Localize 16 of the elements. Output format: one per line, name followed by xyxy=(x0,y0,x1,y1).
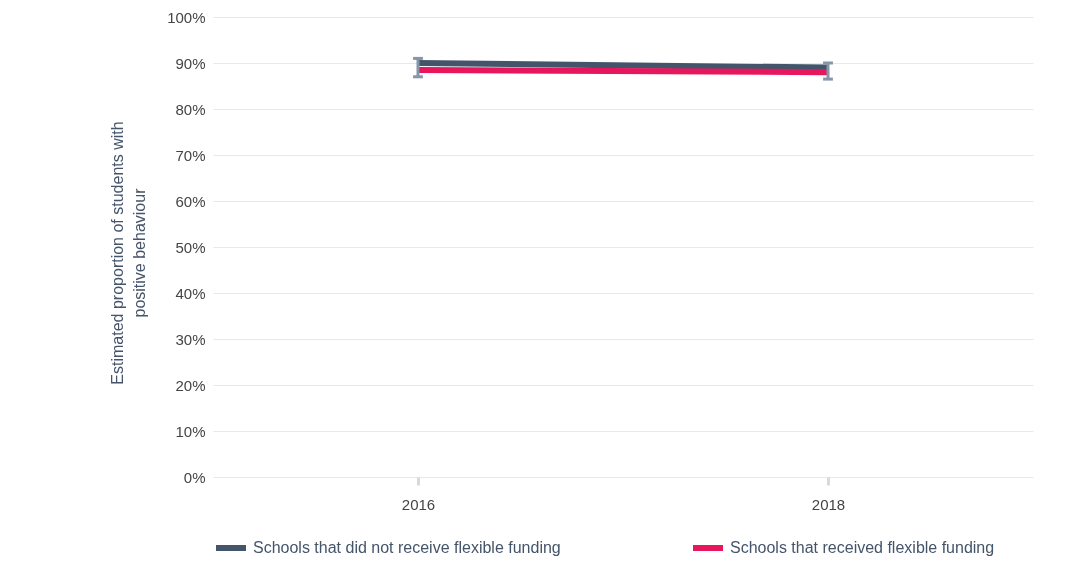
y-tick-label: 80% xyxy=(175,100,206,118)
y-tick-label: 10% xyxy=(175,422,206,440)
legend-label: Schools that received flexible funding xyxy=(730,539,995,556)
y-tick-label: 70% xyxy=(175,146,206,164)
y-tick-label: 30% xyxy=(175,330,206,348)
y-tick-label: 60% xyxy=(175,192,206,210)
y-tick-label: 20% xyxy=(175,376,206,394)
y-tick-label: 90% xyxy=(175,54,206,72)
y-tick-label: 40% xyxy=(175,284,206,302)
x-tick-label: 2016 xyxy=(401,495,436,513)
y-axis-title: Estimated proportion of students with positive behaviour xyxy=(109,121,148,385)
y-tick-label: 100% xyxy=(167,8,206,26)
legend-label: Schools that did not receive flexible funding xyxy=(253,539,561,556)
x-tick-label: 2018 xyxy=(811,495,846,513)
y-tick-label: 0% xyxy=(183,468,206,486)
y-tick-label: 50% xyxy=(175,238,206,256)
